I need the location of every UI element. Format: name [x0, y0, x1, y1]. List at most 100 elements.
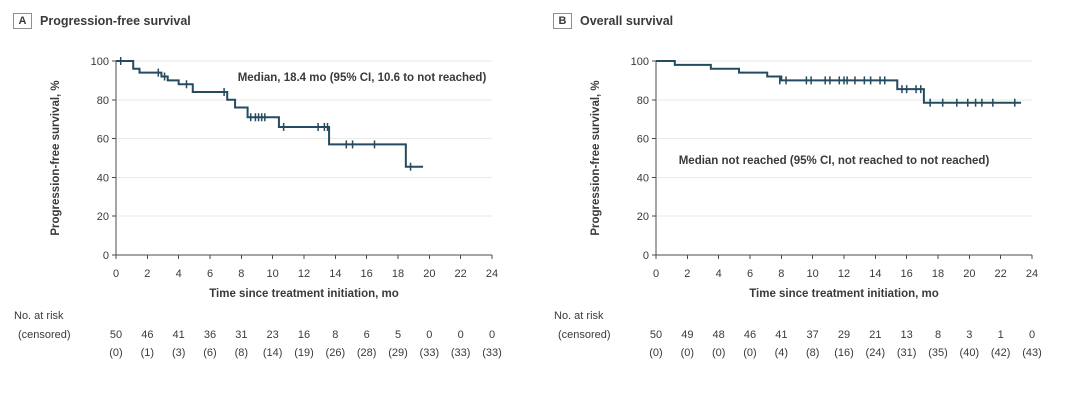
x-tick-label: 8 [238, 268, 244, 280]
censored-count: (14) [263, 347, 283, 359]
y-tick-label: 40 [637, 172, 649, 184]
y-tick-label: 40 [97, 172, 109, 184]
censored-count: (31) [897, 347, 917, 359]
risk-subheader: (censored) [558, 329, 611, 341]
risk-header: No. at risk [14, 310, 64, 322]
panel-b-letter-box: B [553, 13, 572, 29]
censor-marks [119, 57, 412, 171]
censored-count: (0) [712, 347, 725, 359]
at-risk-count: 0 [426, 329, 432, 341]
at-risk-count: 23 [267, 329, 279, 341]
x-tick-label: 22 [455, 268, 467, 280]
censored-count: (26) [326, 347, 346, 359]
x-tick-label: 20 [423, 268, 435, 280]
censor-marks [779, 76, 1016, 107]
risk-header: No. at risk [554, 310, 604, 322]
at-risk-count: 5 [395, 329, 401, 341]
y-tick-label: 60 [637, 134, 649, 146]
at-risk-count: 50 [650, 329, 662, 341]
panel-a-title-text: Progression-free survival [40, 14, 191, 28]
at-risk-count: 16 [298, 329, 310, 341]
x-tick-label: 6 [207, 268, 213, 280]
y-tick-label: 80 [637, 95, 649, 107]
censored-count: (42) [991, 347, 1011, 359]
panel-b-title-text: Overall survival [580, 14, 674, 28]
risk-subheader: (censored) [18, 329, 71, 341]
x-tick-label: 2 [144, 268, 150, 280]
censored-count: (8) [806, 347, 819, 359]
x-tick-label: 14 [329, 268, 341, 280]
x-tick-label: 18 [932, 268, 944, 280]
censored-count: (24) [866, 347, 886, 359]
x-tick-label: 12 [838, 268, 850, 280]
censored-count: (16) [834, 347, 854, 359]
risk-values: 50 (0) 49 (0) 48 (0) 46 (0) 41 (4) 37 (8) 29 (16) 21 (2… [649, 329, 1042, 359]
panel-b-title: B Overall survival [553, 13, 673, 29]
censored-count: (40) [960, 347, 980, 359]
y-tick-label: 20 [97, 211, 109, 223]
x-tick-label: 12 [298, 268, 310, 280]
y-tick-label: 100 [91, 56, 109, 68]
at-risk-count: 31 [235, 329, 247, 341]
censored-count: (43) [1022, 347, 1042, 359]
x-tick-label: 24 [486, 268, 498, 280]
censored-count: (33) [482, 347, 502, 359]
panel-b: B Overall survival 0 2 4 6 8 10 12 14 16 18 20 22 24… [540, 0, 1080, 400]
x-axis-title: Time since treatment initiation, mo [209, 288, 399, 300]
censored-count: (35) [928, 347, 948, 359]
y-axis-title: Progression-free survival, % [590, 80, 602, 235]
censored-count: (19) [294, 347, 314, 359]
x-tick-label: 22 [995, 268, 1007, 280]
x-tick-label: 24 [1026, 268, 1038, 280]
median-annotation: Median, 18.4 mo (95% CI, 10.6 to not rea… [238, 72, 487, 84]
at-risk-count: 1 [998, 329, 1004, 341]
at-risk-count: 48 [713, 329, 725, 341]
censored-count: (0) [743, 347, 756, 359]
x-tick-label: 4 [716, 268, 722, 280]
gridlines [657, 60, 1032, 217]
y-tick-label: 80 [97, 95, 109, 107]
x-tick-labels: 0 2 4 6 8 10 12 14 16 18 20 22 24 [653, 268, 1038, 280]
at-risk-count: 46 [141, 329, 153, 341]
at-risk-count: 46 [744, 329, 756, 341]
at-risk-count: 0 [1029, 329, 1035, 341]
km-curve [656, 60, 1022, 104]
y-tick-label: 60 [97, 134, 109, 146]
y-tick-labels: 0 20 40 60 80 100 [631, 56, 649, 262]
at-risk-count: 36 [204, 329, 216, 341]
axes [112, 60, 493, 259]
km-curve [116, 60, 424, 168]
censored-count: (28) [357, 347, 377, 359]
at-risk-count: 8 [935, 329, 941, 341]
x-tick-label: 2 [684, 268, 690, 280]
panel-a-letter-box: A [13, 13, 32, 29]
censored-count: (0) [681, 347, 694, 359]
panel-a-title: A Progression-free survival [13, 13, 191, 29]
at-risk-count: 6 [364, 329, 370, 341]
censored-count: (29) [388, 347, 408, 359]
x-tick-label: 0 [113, 268, 119, 280]
x-tick-label: 16 [901, 268, 913, 280]
at-risk-count: 41 [173, 329, 185, 341]
at-risk-count: 3 [966, 329, 972, 341]
x-tick-label: 16 [361, 268, 373, 280]
y-tick-label: 0 [103, 250, 109, 262]
y-tick-label: 20 [637, 211, 649, 223]
censored-count: (0) [109, 347, 122, 359]
y-tick-label: 0 [643, 250, 649, 262]
censored-count: (1) [141, 347, 154, 359]
censored-count: (33) [420, 347, 440, 359]
censored-count: (6) [203, 347, 216, 359]
censored-count: (3) [172, 347, 185, 359]
censored-count: (33) [451, 347, 471, 359]
y-axis-title: Progression-free survival, % [50, 80, 62, 235]
at-risk-count: 8 [332, 329, 338, 341]
gridlines [117, 60, 492, 217]
x-tick-label: 10 [267, 268, 279, 280]
x-tick-label: 14 [869, 268, 881, 280]
risk-values: 50(0)46(1)41(3)36(6)31(8)23(14)16(19)8(2… [109, 329, 502, 359]
x-tick-label: 18 [392, 268, 404, 280]
at-risk-count: 50 [110, 329, 122, 341]
